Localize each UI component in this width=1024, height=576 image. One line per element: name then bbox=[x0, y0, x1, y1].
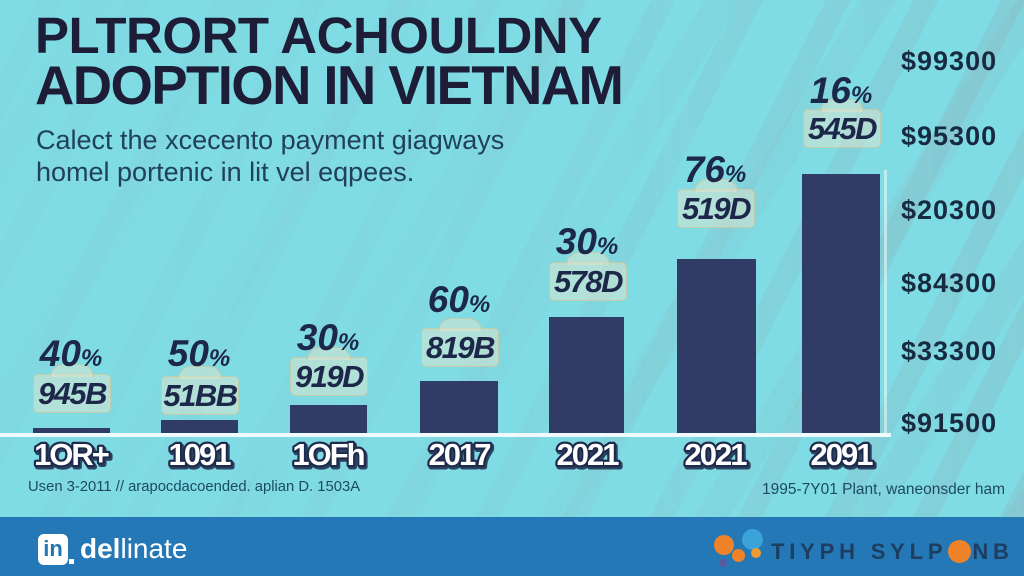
svg-text:2021: 2021 bbox=[685, 437, 748, 472]
svg-text:1OFh: 1OFh bbox=[292, 437, 364, 472]
svg-text:1091: 1091 bbox=[169, 437, 232, 472]
svg-text:2091: 2091 bbox=[812, 439, 875, 474]
svg-text:1091: 1091 bbox=[170, 439, 233, 474]
svg-text:2021: 2021 bbox=[686, 439, 749, 474]
svg-text:1OR+: 1OR+ bbox=[34, 437, 109, 472]
svg-text:1OFh: 1OFh bbox=[294, 439, 366, 474]
svg-text:1OR+: 1OR+ bbox=[36, 439, 111, 474]
svg-text:2017: 2017 bbox=[429, 437, 491, 472]
svg-text:2021: 2021 bbox=[557, 437, 620, 472]
svg-text:2017: 2017 bbox=[430, 439, 492, 474]
svg-text:2091: 2091 bbox=[811, 437, 874, 472]
svg-text:2021: 2021 bbox=[558, 439, 621, 474]
